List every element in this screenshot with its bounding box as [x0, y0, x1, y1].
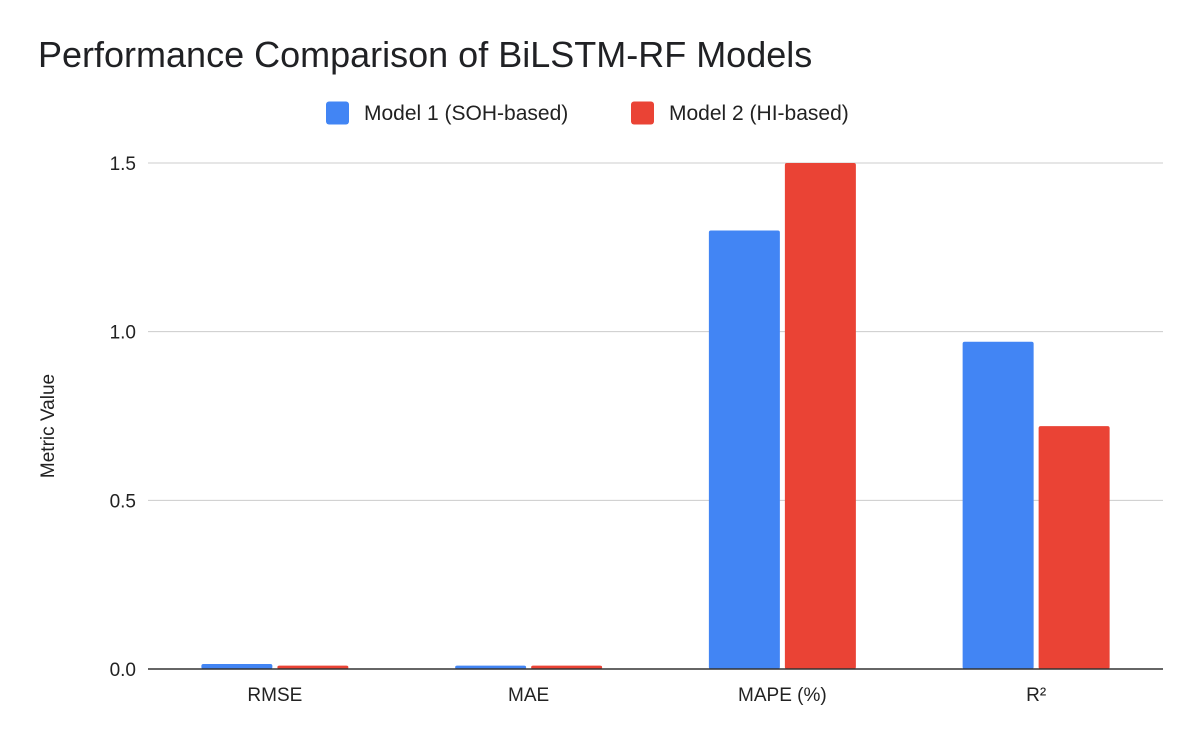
x-tick-label: MAE: [508, 685, 549, 706]
bar: [531, 665, 603, 669]
chart-title: Performance Comparison of BiLSTM-RF Mode…: [38, 34, 813, 75]
x-tick-label: RMSE: [247, 685, 302, 706]
bar: [201, 663, 273, 669]
legend-label: Model 2 (HI-based): [669, 102, 849, 125]
x-tick-label: R²: [1026, 685, 1046, 706]
y-tick-label: 1.0: [110, 323, 136, 344]
legend-swatch: [631, 101, 654, 125]
bar: [962, 341, 1034, 669]
y-tick-label: 0.5: [110, 491, 136, 512]
legend-swatch: [326, 101, 349, 125]
bar: [1038, 426, 1110, 669]
y-tick-label: 0.0: [110, 660, 136, 681]
y-tick-label: 1.5: [110, 154, 136, 175]
bar: [455, 665, 527, 669]
bar: [784, 163, 856, 669]
x-tick-label: MAPE (%): [738, 685, 827, 706]
legend-label: Model 1 (SOH-based): [364, 102, 568, 125]
bar: [277, 665, 349, 669]
y-axis-title: Metric Value: [38, 374, 59, 478]
bar: [708, 230, 780, 669]
